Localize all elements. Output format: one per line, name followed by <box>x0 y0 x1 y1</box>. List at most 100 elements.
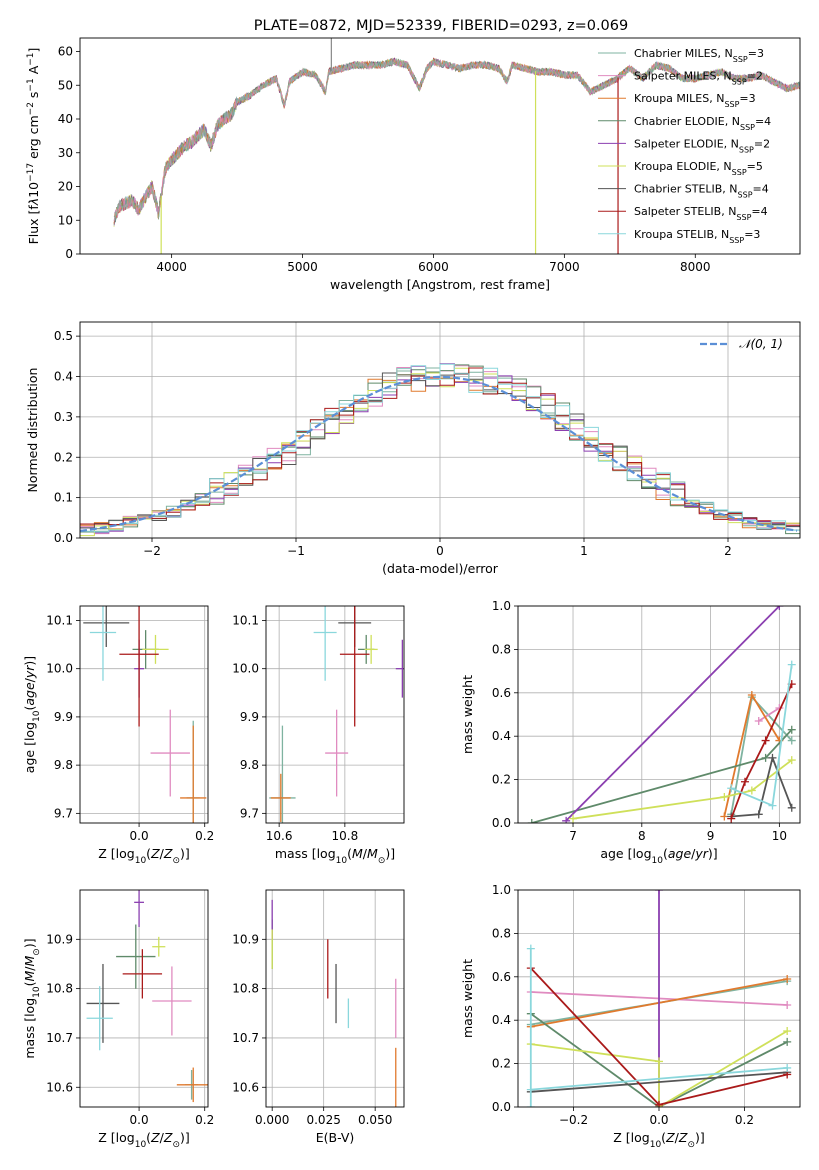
chart-age_vs_mass: 10.6 10.8 9.7 9.8 9.9 10.0 10.1 mass [log10(M/M… <box>232 605 405 866</box>
weight-marker <box>727 814 736 823</box>
legend-label: 𝒩(0, 1) <box>739 337 783 351</box>
y-tick-label: 0.4 <box>492 1013 511 1027</box>
weight-marker <box>768 801 777 810</box>
x-tick-label: 4000 <box>156 260 187 274</box>
axes-frame <box>517 605 801 824</box>
y-tick-label: 0.6 <box>492 970 511 984</box>
y-tick-label: 9.7 <box>54 806 73 820</box>
x-tick-label: 1 <box>580 544 588 558</box>
x-axis-label: mass [log10(M/M⊙)] <box>275 846 395 866</box>
y-tick-label: 0.2 <box>492 773 511 787</box>
x-axis-label: wavelength [Angstrom, rest frame] <box>330 277 550 292</box>
weight-marker <box>783 1037 792 1046</box>
axes-frame <box>79 605 209 824</box>
axes-frame <box>517 889 801 1108</box>
y-tick-label: 30 <box>58 146 73 160</box>
weight-line-chab_elodie <box>531 729 793 823</box>
x-axis-label: Z [log10(Z/Z⊙)] <box>613 1130 705 1150</box>
weight-marker <box>775 606 784 610</box>
y-tick-label: 10.1 <box>232 613 259 627</box>
weight-marker <box>740 777 749 786</box>
y-tick-label: 0.2 <box>492 1057 511 1071</box>
x-tick-label: 10.8 <box>331 829 358 843</box>
weight-marker <box>787 660 796 669</box>
y-tick-label: 10.0 <box>46 662 73 676</box>
x-tick-label: 0.000 <box>255 1113 289 1127</box>
x-axis-label: age [log10(age/yr)] <box>600 846 717 866</box>
y-tick-label: 1.0 <box>492 599 511 613</box>
weight-marker <box>569 814 578 823</box>
gaussian-curve <box>80 375 798 532</box>
x-tick-label: 10 <box>772 829 787 843</box>
x-tick-label: 6000 <box>418 260 449 274</box>
y-tick-label: 20 <box>58 180 73 194</box>
chart-spectrum: 4000 5000 6000 7000 8000 0 10 20 30 40 50 60 wavelen… <box>26 18 801 292</box>
x-tick-label: −0.2 <box>559 1113 588 1127</box>
weight-marker <box>655 1100 663 1107</box>
weight-line-chab_stelib <box>731 754 793 818</box>
x-tick-label: 0.2 <box>735 1113 754 1127</box>
chart-title: PLATE=0872, MJD=52339, FIBERID=0293, z=0… <box>254 18 628 34</box>
y-tick-label: 10.8 <box>232 982 259 996</box>
y-tick-label: 0.0 <box>492 816 511 830</box>
weight-marker <box>787 803 796 812</box>
x-tick-label: 0.025 <box>306 1113 340 1127</box>
y-tick-label: 10.6 <box>46 1080 73 1094</box>
chart-mass_vs_ebv: 0.000 0.025 0.050 10.6 10.7 10.8 10.9 E(B-V) <box>232 889 405 1145</box>
plot-area <box>527 606 796 823</box>
weight-marker <box>562 816 571 823</box>
y-axis-label: Normed distribution <box>25 368 40 493</box>
x-axis-label: E(B-V) <box>316 1130 355 1145</box>
x-tick-label: 8000 <box>680 260 711 274</box>
y-tick-label: 0.2 <box>54 450 73 464</box>
legend-label: Kroupa ELODIE, NSSP=5 <box>634 160 763 177</box>
legend-label: Salpeter MILES, NSSP=2 <box>634 70 763 87</box>
x-tick-label: 7000 <box>549 260 580 274</box>
axes-frame <box>265 889 405 1108</box>
y-tick-label: 10.6 <box>232 1080 259 1094</box>
y-tick-label: 0.1 <box>54 491 73 505</box>
chart-mass_vs_Z: 0.0 0.2 10.6 10.7 10.8 10.9 Z [log10(Z/Z⊙)] mas… <box>22 889 214 1150</box>
y-tick-label: 0 <box>65 247 73 261</box>
plot-area <box>83 606 207 823</box>
weight-marker <box>787 736 796 745</box>
weight-marker <box>754 717 763 726</box>
legend-label: Kroupa STELIB, NSSP=3 <box>634 228 760 245</box>
plot-area <box>269 606 404 823</box>
y-tick-label: 0.4 <box>54 370 73 384</box>
chart-weights_vs_age: 7 8 9 10 0.0 0.2 0.4 0.6 0.8 1.0 age [log10(age/yr… <box>460 599 801 866</box>
y-axis-label: mass weight <box>460 675 475 754</box>
chart-age_vs_Z: 0.0 0.2 9.7 9.8 9.9 10.0 10.1 Z [log10(Z/Z⊙)] ag… <box>22 605 214 866</box>
weight-line-chab_elodie <box>530 1012 788 1107</box>
y-tick-label: 0.0 <box>54 531 73 545</box>
y-axis-label: Flux [fλ10−17 erg cm−2 s−1 A−1] <box>26 48 41 245</box>
legend-label: Salpeter STELIB, NSSP=4 <box>634 205 768 222</box>
weight-marker <box>747 690 756 699</box>
y-tick-label: 0.4 <box>492 729 511 743</box>
legend-label: Chabrier ELODIE, NSSP=4 <box>634 115 771 132</box>
x-tick-label: 0 <box>436 544 444 558</box>
weight-marker <box>655 1057 663 1066</box>
y-tick-label: 10.9 <box>46 932 73 946</box>
plot-area <box>526 890 792 1107</box>
weight-marker <box>754 810 763 819</box>
plot-area <box>271 899 397 1107</box>
weight-marker <box>747 786 756 795</box>
y-tick-label: 10.1 <box>46 613 73 627</box>
y-tick-label: 9.8 <box>240 758 259 772</box>
legend-label: Kroupa MILES, NSSP=3 <box>634 92 756 109</box>
weight-marker <box>761 736 770 745</box>
histogram-krou_stelib <box>80 363 800 533</box>
x-tick-label: −1 <box>287 544 305 558</box>
weight-line-salp_elodie <box>565 606 781 822</box>
plot-area <box>86 890 208 1103</box>
y-tick-label: 10.7 <box>46 1031 73 1045</box>
chart-weights_vs_Z: −0.2 0.0 0.2 0.0 0.2 0.4 0.6 0.8 1.0 Z [log10(Z/Z… <box>460 883 801 1150</box>
weight-marker <box>526 1103 535 1107</box>
y-tick-label: 50 <box>58 78 73 92</box>
y-tick-label: 10.0 <box>232 662 259 676</box>
weight-line-salp_stelib <box>730 683 793 820</box>
x-tick-label: 9 <box>707 829 715 843</box>
weight-marker <box>527 819 536 823</box>
y-tick-label: 10.8 <box>46 982 73 996</box>
